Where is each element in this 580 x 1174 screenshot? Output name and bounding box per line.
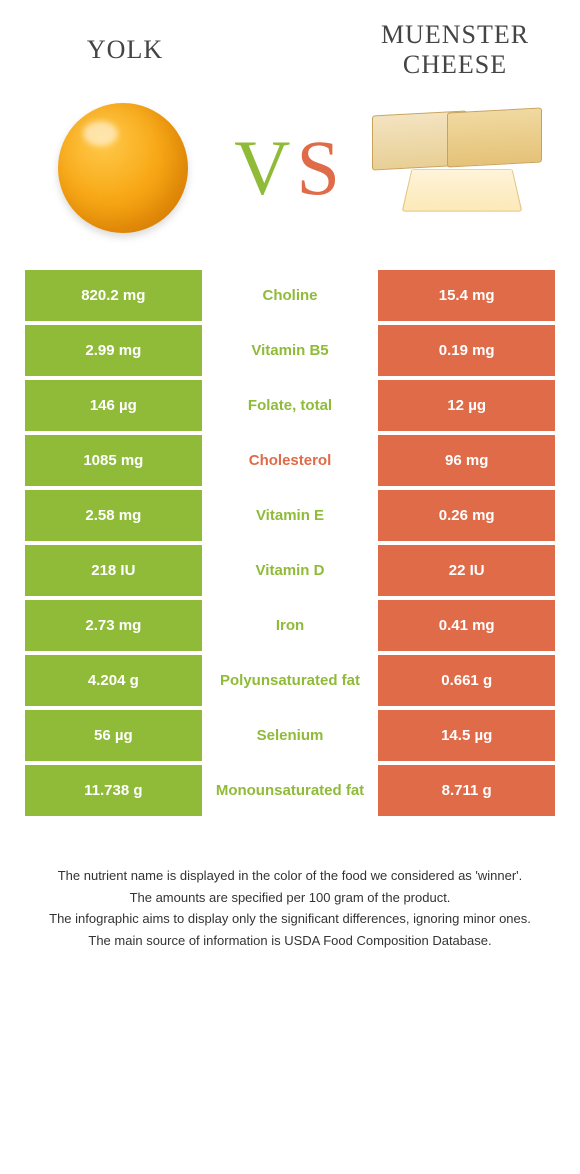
nutrient-left-value: 820.2 mg	[25, 270, 202, 321]
table-row: 56 µgSelenium14.5 µg	[25, 710, 555, 761]
nutrient-name: Iron	[202, 600, 379, 651]
nutrient-name: Vitamin D	[202, 545, 379, 596]
table-row: 146 µgFolate, total12 µg	[25, 380, 555, 431]
footer-line-1: The nutrient name is displayed in the co…	[35, 866, 545, 886]
nutrient-right-value: 8.711 g	[378, 765, 555, 816]
nutrient-right-value: 14.5 µg	[378, 710, 555, 761]
yolk-icon	[58, 103, 188, 233]
vs-label: VS	[234, 123, 346, 213]
nutrient-right-value: 0.661 g	[378, 655, 555, 706]
footer-notes: The nutrient name is displayed in the co…	[25, 866, 555, 950]
nutrient-name: Cholesterol	[202, 435, 379, 486]
table-row: 2.99 mgVitamin B50.19 mg	[25, 325, 555, 376]
nutrient-left-value: 218 IU	[25, 545, 202, 596]
nutrient-left-value: 2.99 mg	[25, 325, 202, 376]
table-row: 11.738 gMonounsaturated fat8.711 g	[25, 765, 555, 816]
table-row: 820.2 mgCholine15.4 mg	[25, 270, 555, 321]
nutrient-name: Selenium	[202, 710, 379, 761]
cheese-icon	[372, 108, 542, 228]
nutrient-table: 820.2 mgCholine15.4 mg2.99 mgVitamin B50…	[25, 270, 555, 816]
nutrient-right-value: 22 IU	[378, 545, 555, 596]
nutrient-right-value: 15.4 mg	[378, 270, 555, 321]
nutrient-left-value: 2.58 mg	[25, 490, 202, 541]
footer-line-4: The main source of information is USDA F…	[35, 931, 545, 951]
nutrient-name: Polyunsaturated fat	[202, 655, 379, 706]
table-row: 2.58 mgVitamin E0.26 mg	[25, 490, 555, 541]
food1-title: Yolk	[25, 35, 225, 65]
nutrient-name: Folate, total	[202, 380, 379, 431]
vs-v-letter: V	[234, 124, 296, 211]
table-row: 1085 mgCholesterol96 mg	[25, 435, 555, 486]
nutrient-name: Vitamin B5	[202, 325, 379, 376]
nutrient-right-value: 96 mg	[378, 435, 555, 486]
nutrient-name: Vitamin E	[202, 490, 379, 541]
table-row: 2.73 mgIron0.41 mg	[25, 600, 555, 651]
food2-image	[370, 95, 545, 240]
food2-title: Muenster cheese	[355, 20, 555, 80]
footer-line-3: The infographic aims to display only the…	[35, 909, 545, 929]
nutrient-left-value: 11.738 g	[25, 765, 202, 816]
vs-s-letter: S	[296, 124, 345, 211]
nutrient-right-value: 12 µg	[378, 380, 555, 431]
table-row: 4.204 gPolyunsaturated fat0.661 g	[25, 655, 555, 706]
nutrient-right-value: 0.26 mg	[378, 490, 555, 541]
nutrient-right-value: 0.19 mg	[378, 325, 555, 376]
nutrient-left-value: 56 µg	[25, 710, 202, 761]
nutrient-left-value: 146 µg	[25, 380, 202, 431]
nutrient-name: Monounsaturated fat	[202, 765, 379, 816]
table-row: 218 IUVitamin D22 IU	[25, 545, 555, 596]
nutrient-name: Choline	[202, 270, 379, 321]
nutrient-right-value: 0.41 mg	[378, 600, 555, 651]
nutrient-left-value: 4.204 g	[25, 655, 202, 706]
food1-image	[35, 95, 210, 240]
nutrient-left-value: 2.73 mg	[25, 600, 202, 651]
nutrient-left-value: 1085 mg	[25, 435, 202, 486]
footer-line-2: The amounts are specified per 100 gram o…	[35, 888, 545, 908]
